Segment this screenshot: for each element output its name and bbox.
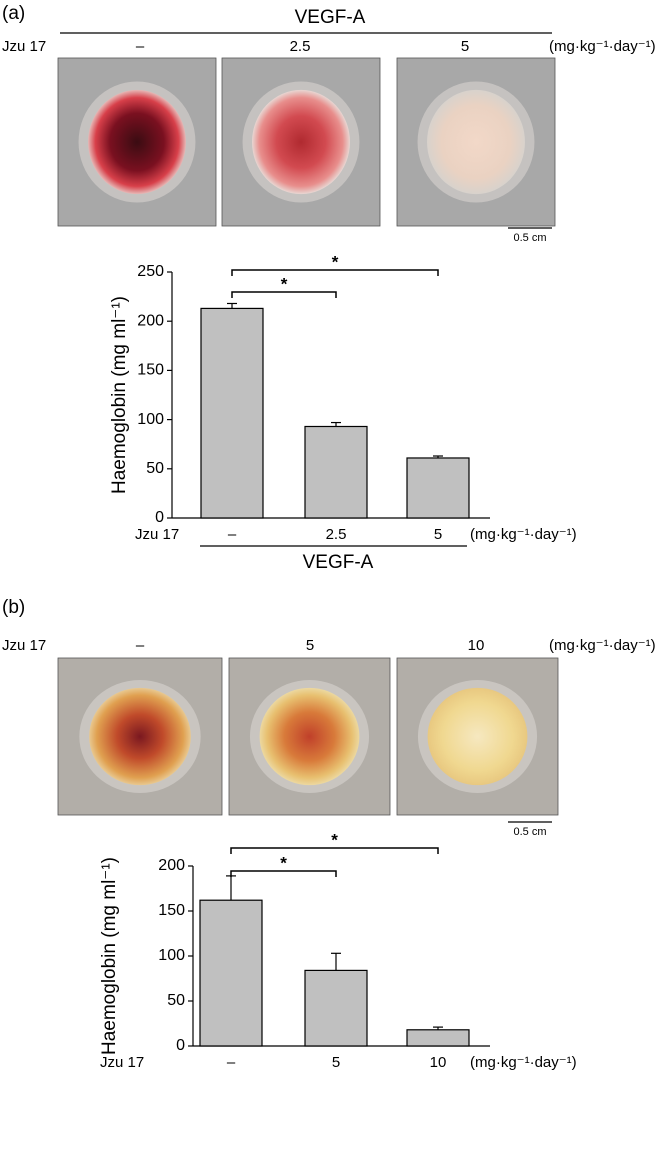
dose-label: –	[136, 637, 145, 654]
x-tick-label: 5	[434, 526, 442, 543]
significance-star: *	[280, 853, 287, 872]
significance-star: *	[331, 830, 338, 849]
x-unit-label: (mg·kg⁻¹·day⁻¹)	[470, 1054, 577, 1071]
x-tick-label: 5	[332, 1054, 340, 1071]
bar	[406, 457, 470, 519]
scale-bar-label: 0.5 cm	[513, 826, 546, 838]
bar	[200, 307, 264, 519]
row-label: Jzu 17	[2, 637, 46, 654]
group-header: VEGF-A	[295, 7, 366, 28]
significance-star: *	[281, 274, 288, 293]
tissue	[88, 89, 186, 195]
significance-bracket	[230, 870, 337, 877]
group-label: VEGF-A	[303, 552, 374, 573]
y-tick-label: 0	[155, 509, 164, 526]
panel-label: (b)	[2, 597, 25, 618]
bar	[199, 899, 263, 1047]
dose-label: 5	[461, 38, 469, 55]
y-tick-label: 0	[176, 1037, 185, 1054]
tissue	[259, 687, 360, 786]
unit-label: (mg·kg⁻¹·day⁻¹)	[549, 38, 656, 55]
unit-label: (mg·kg⁻¹·day⁻¹)	[549, 637, 656, 654]
dose-label: 2.5	[290, 38, 311, 55]
dose-label: –	[136, 38, 145, 55]
row-label: Jzu 17	[2, 38, 46, 55]
y-tick-label: 200	[137, 312, 164, 329]
significance-bracket	[231, 269, 439, 276]
significance-bracket	[231, 291, 337, 298]
x-row-label: Jzu 17	[100, 1054, 144, 1071]
y-axis-label: Haemoglobin (mg ml⁻¹)	[99, 857, 120, 1055]
x-tick-label: –	[227, 1054, 236, 1071]
y-tick-label: 100	[137, 411, 164, 428]
y-axis-label: Haemoglobin (mg ml⁻¹)	[109, 296, 130, 494]
y-tick-label: 150	[137, 362, 164, 379]
bar	[304, 425, 368, 519]
y-tick-label: 100	[158, 947, 185, 964]
tissue	[427, 89, 525, 195]
bar	[406, 1029, 470, 1047]
bar	[304, 969, 368, 1047]
y-tick-label: 50	[167, 992, 185, 1009]
y-tick-label: 150	[158, 902, 185, 919]
dose-label: 10	[468, 637, 485, 654]
x-unit-label: (mg·kg⁻¹·day⁻¹)	[470, 526, 577, 543]
y-tick-label: 200	[158, 857, 185, 874]
tissue	[427, 687, 528, 786]
x-tick-label: 2.5	[326, 526, 347, 543]
y-tick-label: 50	[146, 460, 164, 477]
significance-bracket	[230, 847, 439, 854]
scale-bar-label: 0.5 cm	[513, 232, 546, 244]
y-tick-label: 250	[137, 263, 164, 280]
x-row-label: Jzu 17	[135, 526, 179, 543]
x-tick-label: –	[228, 526, 237, 543]
x-tick-label: 10	[430, 1054, 447, 1071]
tissue	[252, 89, 350, 195]
tissue	[89, 687, 191, 786]
panel-label: (a)	[2, 3, 25, 24]
dose-label: 5	[306, 637, 314, 654]
significance-star: *	[332, 252, 339, 271]
